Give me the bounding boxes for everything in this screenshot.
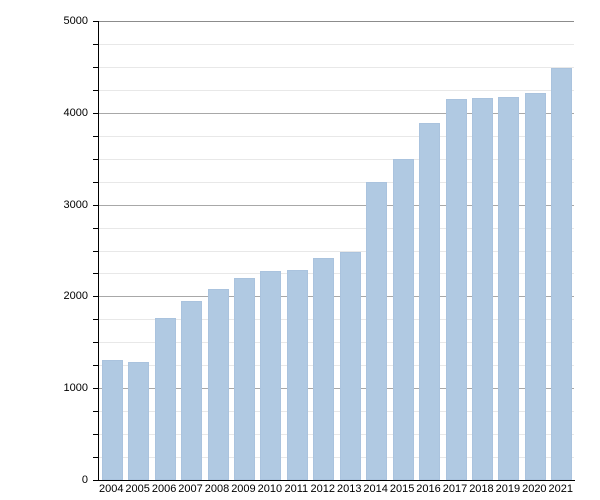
y-minor-tick <box>93 457 98 458</box>
minor-gridline <box>98 251 574 252</box>
bar-2008 <box>208 289 229 480</box>
y-major-tick <box>93 388 98 389</box>
x-axis-tick-label: 2005 <box>125 483 150 495</box>
x-axis-tick-label: 2012 <box>310 483 335 495</box>
y-minor-tick <box>93 319 98 320</box>
y-major-tick <box>93 480 98 481</box>
y-minor-tick <box>93 411 98 412</box>
minor-gridline <box>98 136 574 137</box>
minor-gridline <box>98 434 574 435</box>
y-axis-tick-label: 1000 <box>63 382 88 394</box>
x-axis-tick-label: 2019 <box>495 483 521 495</box>
bar-2011 <box>287 270 308 480</box>
x-axis-tick-label: 2013 <box>336 483 362 495</box>
bar-2020 <box>525 93 546 480</box>
x-axis-tick-label: 2010 <box>257 483 283 495</box>
y-minor-tick <box>93 273 98 274</box>
plot-area <box>98 21 574 480</box>
y-axis-tick-label: 2000 <box>63 290 88 302</box>
minor-gridline <box>98 365 574 366</box>
major-gridline <box>98 205 574 206</box>
x-axis-tick-label: 2016 <box>416 483 441 495</box>
y-major-tick <box>93 113 98 114</box>
x-axis-tick-label: 2018 <box>469 483 494 495</box>
y-minor-tick <box>93 90 98 91</box>
minor-gridline <box>98 457 574 458</box>
y-axis-tick-label: 0 <box>81 474 88 486</box>
y-minor-tick <box>93 136 98 137</box>
minor-gridline <box>98 411 574 412</box>
bar-2010 <box>260 271 281 480</box>
x-axis-tick-label: 2021 <box>548 483 573 495</box>
bar-2013 <box>340 252 361 480</box>
x-axis-tick-label: 2004 <box>98 483 124 495</box>
y-minor-tick <box>93 159 98 160</box>
x-axis-tick-label: 2007 <box>178 483 203 495</box>
major-gridline <box>98 113 574 114</box>
x-axis-tick-label: 2015 <box>389 483 415 495</box>
bar-2006 <box>155 318 176 480</box>
x-axis-tick-label: 2009 <box>231 483 256 495</box>
bar-2014 <box>366 182 387 480</box>
major-gridline <box>98 296 574 297</box>
y-minor-tick <box>93 44 98 45</box>
x-axis-tick-label: 2017 <box>442 483 468 495</box>
minor-gridline <box>98 228 574 229</box>
bar-2018 <box>472 98 493 480</box>
y-minor-tick <box>93 228 98 229</box>
x-axis-tick-label: 2020 <box>522 483 547 495</box>
major-gridline <box>98 21 574 22</box>
y-axis-tick-label: 3000 <box>63 199 88 211</box>
bar-2007 <box>181 301 202 480</box>
y-minor-tick <box>93 67 98 68</box>
minor-gridline <box>98 44 574 45</box>
y-axis-tick-label: 4000 <box>63 107 88 119</box>
minor-gridline <box>98 273 574 274</box>
bar-2012 <box>313 258 334 480</box>
y-major-tick <box>93 296 98 297</box>
y-axis-tick-label: 5000 <box>63 15 88 27</box>
minor-gridline <box>98 67 574 68</box>
x-axis-tick-label: 2011 <box>284 483 309 495</box>
y-minor-tick <box>93 251 98 252</box>
bar-2017 <box>446 99 467 480</box>
minor-gridline <box>98 342 574 343</box>
minor-gridline <box>98 182 574 183</box>
y-minor-tick <box>93 342 98 343</box>
y-minor-tick <box>93 434 98 435</box>
x-axis-line <box>98 480 575 481</box>
minor-gridline <box>98 90 574 91</box>
y-axis-line <box>98 21 99 481</box>
bar-2009 <box>234 278 255 480</box>
y-major-tick <box>93 21 98 22</box>
minor-gridline <box>98 159 574 160</box>
bar-2015 <box>393 159 414 480</box>
bar-2019 <box>498 97 519 480</box>
x-axis-tick-label: 2014 <box>363 483 388 495</box>
major-gridline <box>98 388 574 389</box>
bar-2021 <box>551 68 572 480</box>
y-minor-tick <box>93 365 98 366</box>
y-minor-tick <box>93 182 98 183</box>
x-axis-tick-label: 2006 <box>151 483 177 495</box>
x-axis-tick-label: 2008 <box>204 483 230 495</box>
bar-2016 <box>419 123 440 480</box>
bar-2005 <box>128 362 149 480</box>
minor-gridline <box>98 319 574 320</box>
y-major-tick <box>93 205 98 206</box>
bar-2004 <box>102 360 123 480</box>
